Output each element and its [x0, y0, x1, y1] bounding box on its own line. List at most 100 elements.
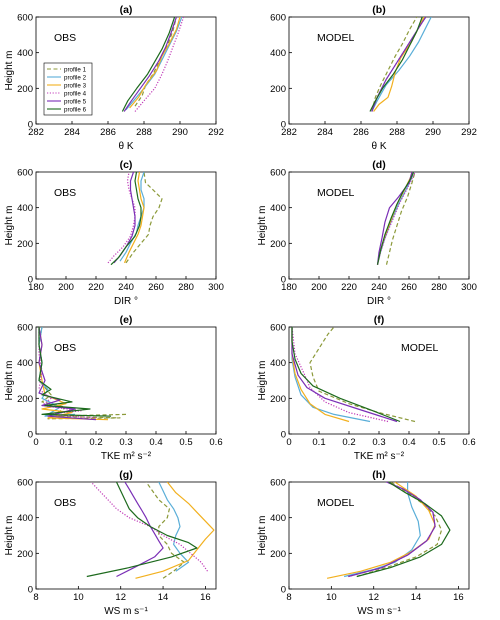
panel-label: MODEL [317, 187, 355, 199]
x-axis-label: WS m s⁻¹ [357, 606, 401, 617]
plot-frame [288, 171, 470, 280]
x-tick-label: 10 [326, 592, 337, 603]
x-tick-label: 0.5 [432, 437, 445, 448]
y-axis-label: Height m [257, 205, 268, 245]
x-tick-label: 180 [281, 282, 297, 293]
x-axis-label: θ K [371, 141, 386, 152]
x-tick-label: 12 [115, 592, 126, 603]
y-axis-label: Height m [257, 515, 268, 555]
plot-frame [288, 16, 470, 125]
y-tick-label: 400 [17, 48, 33, 59]
panel-title: (h) [372, 469, 385, 481]
series-line-profile-2 [343, 482, 421, 578]
series-line-profile-6 [86, 482, 198, 578]
y-tick-label: 600 [17, 168, 33, 179]
y-tick-label: 400 [17, 358, 33, 369]
series-line-profile-1 [385, 172, 416, 265]
y-axis-label: Height m [4, 515, 15, 555]
legend-entry: profile 1 [64, 67, 87, 74]
x-tick-label: 288 [389, 127, 405, 138]
series-line-profile-3 [123, 172, 145, 264]
panel-title: (e) [120, 314, 133, 326]
panel-title: (b) [372, 4, 385, 16]
series-line-profile-5 [348, 482, 436, 578]
series-line-profile-1 [356, 482, 443, 578]
x-tick-label: 280 [431, 282, 447, 293]
x-tick-label: 286 [100, 127, 116, 138]
panel-title: (d) [372, 159, 385, 171]
x-tick-label: 240 [371, 282, 387, 293]
x-tick-label: 220 [88, 282, 104, 293]
series-line-profile-6 [121, 17, 176, 112]
x-tick-label: 0.5 [179, 437, 192, 448]
x-tick-label: 8 [286, 592, 291, 603]
panel-label: OBS [54, 497, 76, 509]
x-tick-label: 10 [73, 592, 84, 603]
x-tick-label: 0 [33, 437, 38, 448]
y-tick-label: 200 [17, 394, 33, 405]
x-tick-label: 260 [148, 282, 164, 293]
y-tick-label: 200 [17, 84, 33, 95]
series-line-profile-6 [376, 172, 415, 265]
series-line-profile-2 [158, 482, 190, 572]
series-line-profile-3 [129, 17, 181, 109]
panel-h: 8 10 12 14 16 0 200 400 600 (h) MODEL WS m s⁻¹ Heigh… [257, 469, 470, 617]
series-line-profile-4 [38, 327, 97, 419]
panel-c: 180 200 220 240 260 280 300 0 200 400 600 (c) OBS DIR… [4, 159, 224, 307]
x-tick-label: 0 [286, 437, 291, 448]
y-tick-label: 600 [17, 13, 33, 24]
x-axis-label: DIR ° [114, 296, 138, 307]
panel-title: (g) [119, 469, 132, 481]
series-line-profile-4 [376, 172, 416, 265]
x-axis-label: TKE m² s⁻² [354, 451, 405, 462]
series-line-profile-5 [123, 17, 177, 112]
series-line-profile-6 [291, 327, 401, 423]
x-tick-label: 0.3 [119, 437, 132, 448]
legend-entry: profile 6 [64, 107, 87, 114]
y-tick-label: 0 [28, 430, 33, 441]
x-tick-label: 292 [208, 127, 224, 138]
legend-entry: profile 4 [64, 91, 87, 98]
panel-a: 282 284 286 288 290 292 0 200 400 600 (a) OBS θ K Hei… [4, 4, 224, 152]
panel-label: OBS [54, 187, 76, 199]
series-line-profile-4 [291, 327, 389, 423]
legend-entry: profile 2 [64, 75, 87, 82]
panel-b: 282 284 286 288 290 292 0 200 400 600 (b) MODEL θ K [270, 4, 477, 152]
y-tick-label: 0 [28, 585, 33, 596]
x-tick-label: 0.3 [372, 437, 385, 448]
plot-frame [288, 481, 470, 590]
series-line-profile-6 [369, 17, 423, 112]
x-tick-label: 0.4 [402, 437, 415, 448]
x-tick-label: 12 [368, 592, 379, 603]
y-tick-label: 200 [270, 84, 286, 95]
series-line-profile-5 [291, 327, 398, 423]
panel-title: (f) [374, 314, 385, 326]
x-tick-label: 180 [28, 282, 44, 293]
y-tick-label: 600 [270, 13, 286, 24]
y-tick-label: 400 [270, 48, 286, 59]
y-tick-label: 400 [270, 513, 286, 524]
x-tick-label: 290 [425, 127, 441, 138]
series-line-profile-1 [134, 17, 177, 107]
x-tick-label: 284 [317, 127, 333, 138]
plot-frame [288, 326, 470, 435]
series-line-profile-1 [371, 17, 418, 112]
y-tick-label: 200 [270, 394, 286, 405]
legend-entry: profile 3 [64, 83, 87, 90]
y-tick-label: 400 [17, 513, 33, 524]
series-line-profile-1 [125, 172, 163, 264]
y-tick-label: 600 [270, 478, 286, 489]
x-tick-label: 290 [172, 127, 188, 138]
x-tick-label: 8 [33, 592, 38, 603]
y-axis-label: Height m [4, 205, 15, 245]
series-line-profile-3 [291, 327, 350, 423]
panel-label: MODEL [317, 32, 355, 44]
y-tick-label: 200 [17, 549, 33, 560]
x-tick-label: 0.6 [209, 437, 222, 448]
panel-g: 8 10 12 14 16 0 200 400 600 (g) OBS WS m s⁻¹ Height … [4, 469, 217, 617]
x-tick-label: 282 [28, 127, 44, 138]
x-tick-label: 220 [341, 282, 357, 293]
y-tick-label: 400 [17, 203, 33, 214]
x-tick-label: 0.1 [312, 437, 325, 448]
y-axis-label: Height m [4, 360, 15, 400]
